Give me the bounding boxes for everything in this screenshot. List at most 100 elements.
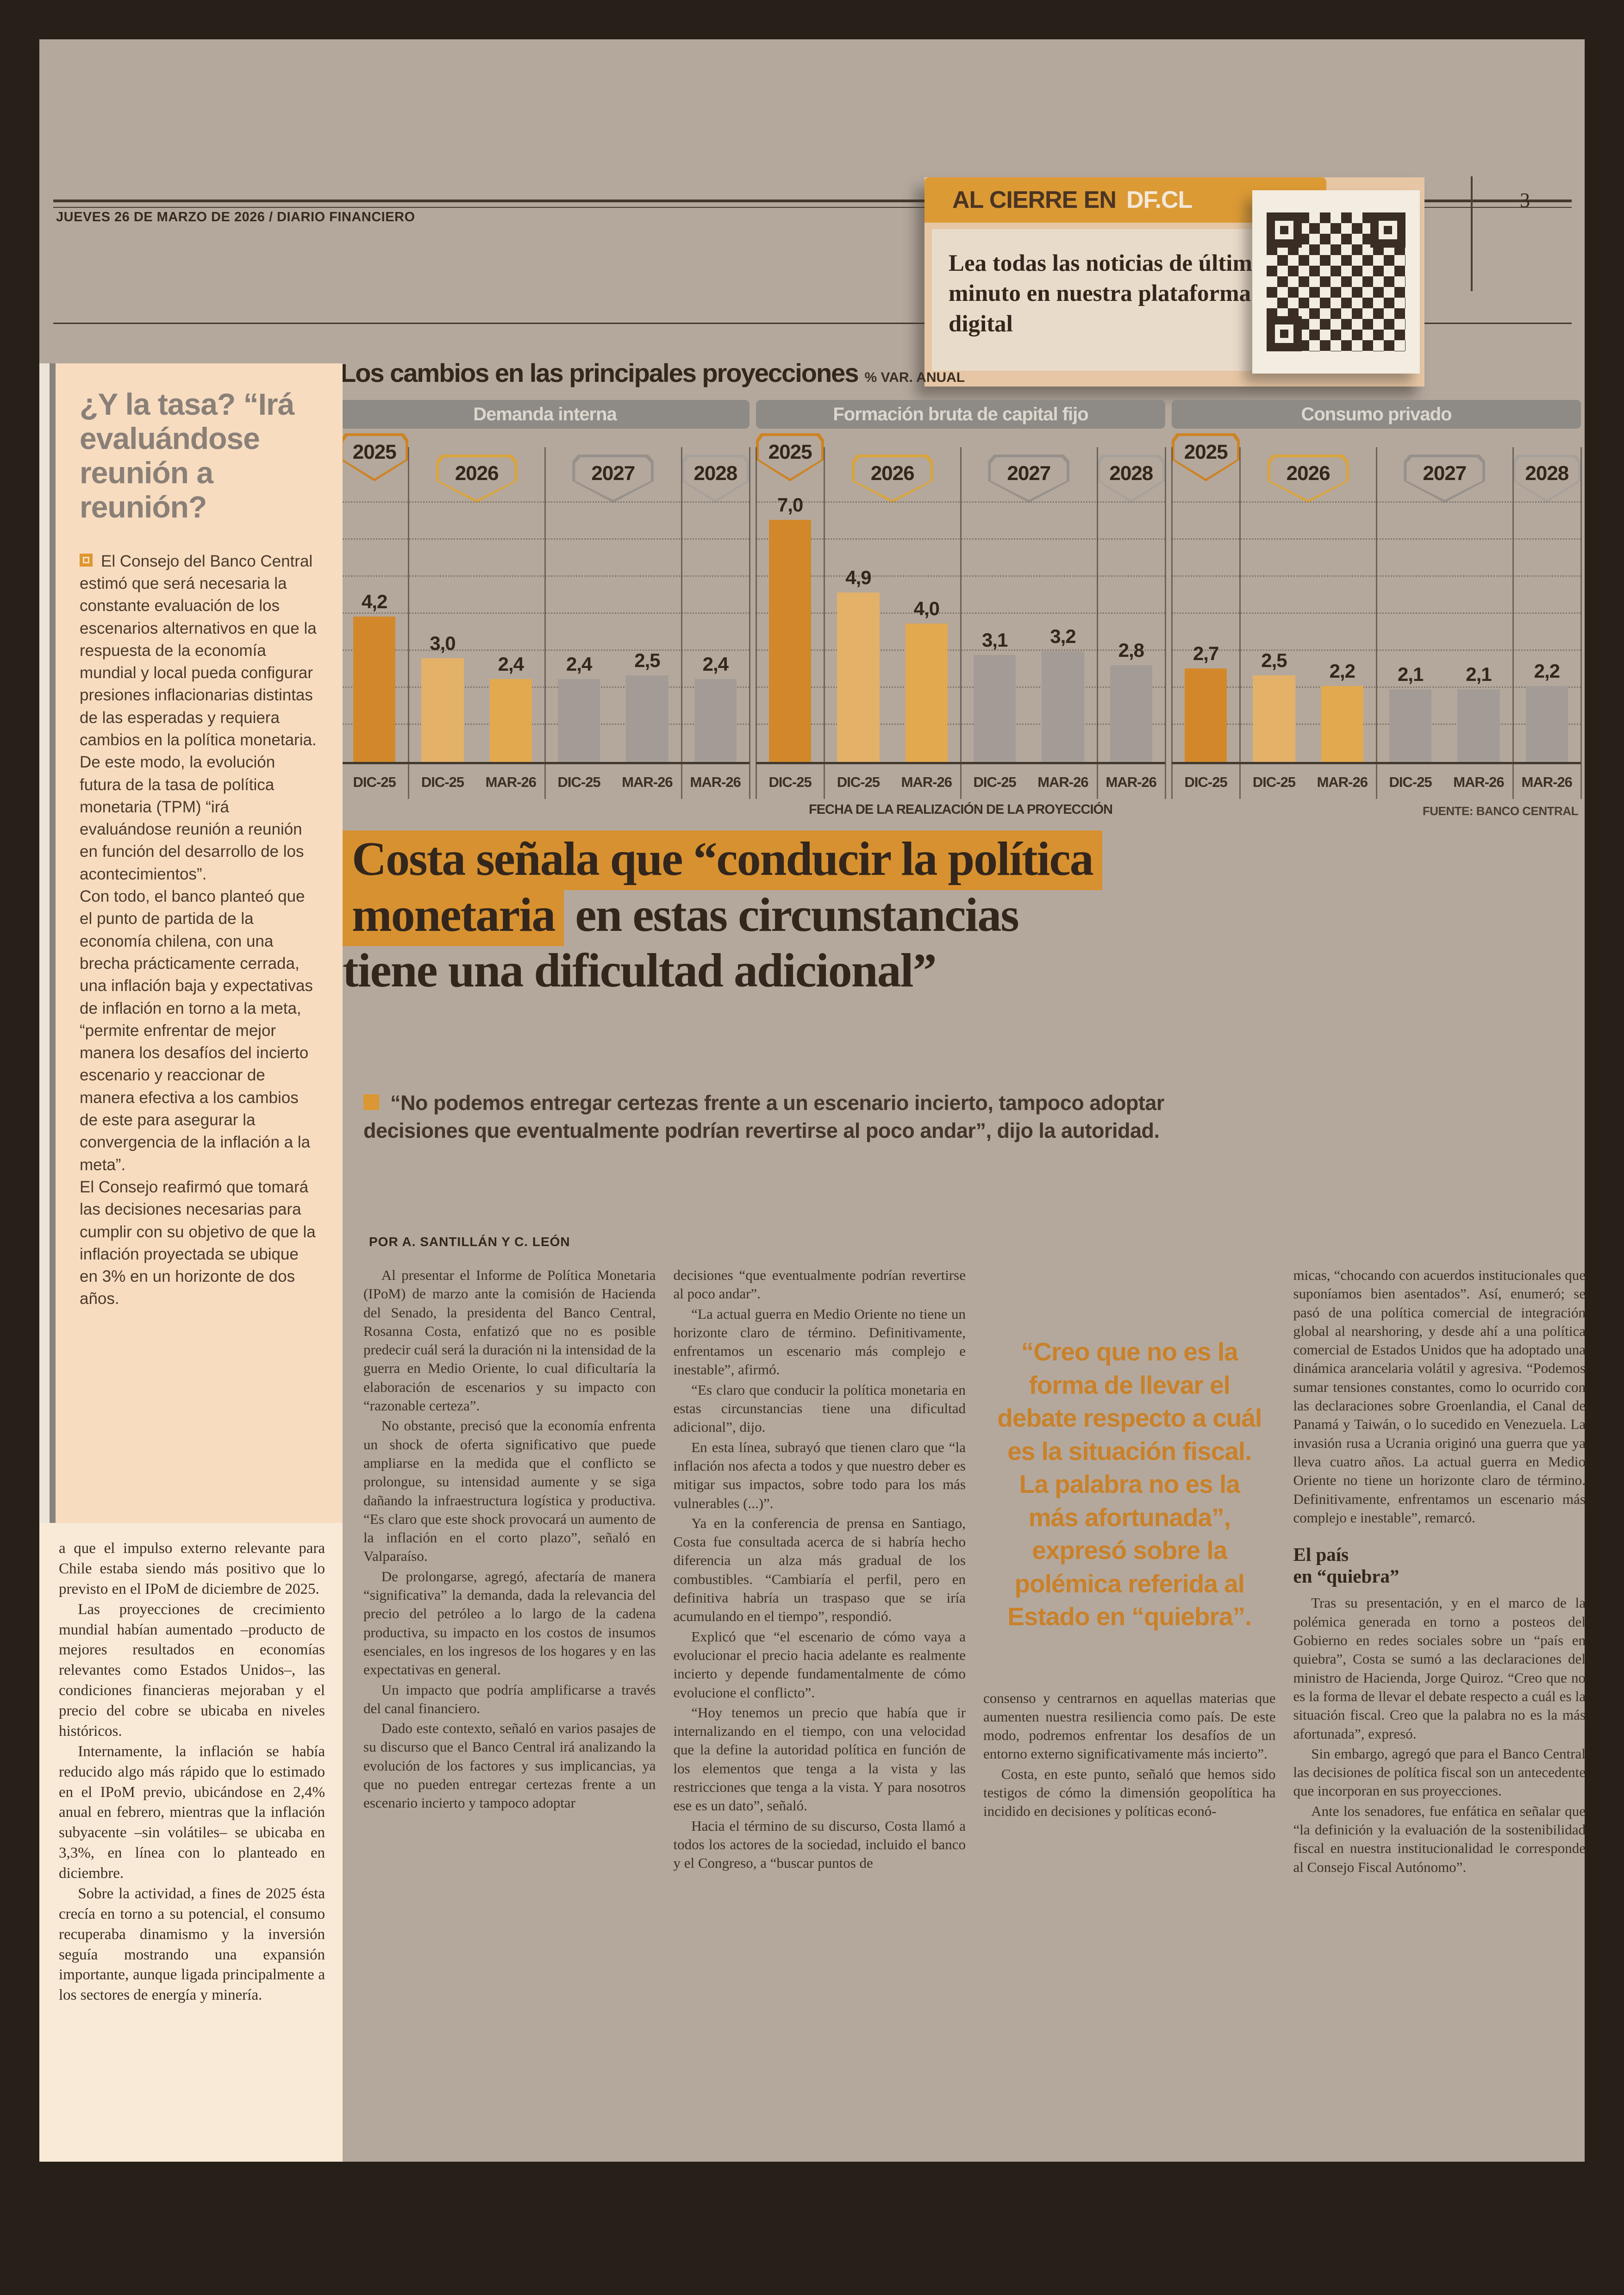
year-section: 2026 xyxy=(824,433,961,503)
bar-slot: 2,4 xyxy=(545,653,613,762)
year-badge: 2026 xyxy=(1267,455,1349,503)
bar xyxy=(1184,668,1227,762)
paragraph: “La actual guerra en Medio Oriente no ti… xyxy=(673,1305,966,1378)
year-badge: 2027 xyxy=(1404,455,1486,503)
bar-slot: 2,8 xyxy=(1097,639,1165,762)
year-badges: 2025 2026 2027 2028 xyxy=(1172,433,1581,503)
headline-plain: tiene una dificultad adicional” xyxy=(343,944,937,998)
year-badge: 2025 xyxy=(756,433,824,481)
header-rule-2 xyxy=(53,323,1572,326)
paragraph: Dado este contexto, señaló en varios pas… xyxy=(363,1720,656,1811)
year-badge-label: 2027 xyxy=(575,457,651,500)
bar-value-label: 2,4 xyxy=(566,653,592,675)
bar-slot: 4,9 xyxy=(824,567,892,762)
section-separator xyxy=(960,447,962,799)
column-4-text-top: micas, “chocando con acuerdos institucio… xyxy=(1293,1266,1586,1527)
year-badge: 2027 xyxy=(572,455,654,503)
section-separator xyxy=(681,447,682,799)
chart-source: FUENTE: BANCO CENTRAL xyxy=(1422,804,1579,818)
x-axis-tick-label: DIC-25 xyxy=(973,774,1016,790)
bar-slot: 2,2 xyxy=(1308,660,1376,762)
paragraph: El Consejo del Banco Central estimó que … xyxy=(80,550,320,752)
left-bottom-text: a que el impulso externo relevante para … xyxy=(59,1539,325,2006)
bar-slot: 3,0 xyxy=(408,632,476,762)
paragraph: micas, “chocando con acuerdos institucio… xyxy=(1293,1267,1586,1526)
headline-line-3: tiene una dificultad adicional” xyxy=(343,943,1583,998)
year-badge-label: 2025 xyxy=(343,436,406,479)
page-number: 3 xyxy=(1520,189,1530,212)
column-3-text: consenso y centrarnos en aquellas materi… xyxy=(983,1689,1276,1821)
paragraph: Internamente, la inflación se había redu… xyxy=(59,1743,325,1882)
bar-slot: 2,4 xyxy=(681,653,750,762)
year-badge-label: 2028 xyxy=(1515,457,1578,500)
article-column-2: decisiones “que eventualmente podrían re… xyxy=(674,1266,966,2122)
chart-group-header: Formación bruta de capital fijo xyxy=(756,400,1165,429)
x-axis-tick-label: DIC-25 xyxy=(421,774,464,790)
year-section: 2025 xyxy=(340,433,409,503)
year-badge-label: 2028 xyxy=(1099,457,1162,500)
subhead-line-2: en “quiebra” xyxy=(1293,1565,1399,1587)
sidebar-body: El Consejo del Banco Central estimó que … xyxy=(80,550,320,1310)
year-section: 2027 xyxy=(961,433,1097,503)
chart-group-header: Demanda interna xyxy=(340,400,750,429)
year-badge: 2025 xyxy=(340,433,409,481)
x-axis-tick-label: DIC-25 xyxy=(557,774,600,790)
x-axis-tick-label: MAR-26 xyxy=(901,774,952,790)
x-axis-tick-label: DIC-25 xyxy=(1252,774,1296,790)
pull-quote-text: “Creo que no es la forma de llevar el de… xyxy=(997,1337,1262,1631)
lede: “No podemos entregar certezas frente a u… xyxy=(363,1089,1243,1145)
sidebar-box: ¿Y la tasa? “Irá evaluándose reunión a r… xyxy=(50,363,343,1523)
bar-slot: 2,2 xyxy=(1513,660,1581,762)
subhead-line-1: El país xyxy=(1293,1544,1349,1565)
bar-slot: 2,5 xyxy=(1240,649,1308,762)
year-badge-label: 2027 xyxy=(991,457,1067,500)
year-badge-label: 2026 xyxy=(1270,457,1346,500)
bar xyxy=(1389,689,1432,762)
chart-group-header: Consumo privado xyxy=(1172,400,1581,429)
left-bottom-column: a que el impulso externo relevante para … xyxy=(39,1523,343,2162)
bar-value-label: 2,5 xyxy=(634,649,660,671)
bar xyxy=(626,675,668,762)
year-badge-label: 2025 xyxy=(1174,436,1237,479)
bar xyxy=(768,520,812,762)
paragraph: De este modo, la evolución futura de la … xyxy=(80,753,304,883)
year-badge: 2027 xyxy=(988,455,1070,503)
bar-value-label: 2,7 xyxy=(1193,642,1219,664)
paragraph: Hacia el término de su discurso, Costa l… xyxy=(673,1817,966,1871)
year-badges: 2025 2026 2027 2028 xyxy=(340,433,750,503)
bar-slot: 3,2 xyxy=(1029,625,1097,762)
bar-value-label: 2,4 xyxy=(702,653,729,675)
year-badge: 2028 xyxy=(1097,455,1165,503)
paragraph: a que el impulso externo relevante para … xyxy=(59,1540,325,1597)
section-separator xyxy=(824,447,825,799)
paragraph: Explicó que “el escenario de cómo vaya a… xyxy=(673,1628,966,1701)
header-rule xyxy=(53,200,1572,208)
section-separator xyxy=(749,447,750,799)
year-badge: 2025 xyxy=(1172,433,1240,481)
paragraph: Un impacto que podría amplificarse a tra… xyxy=(363,1681,656,1716)
chart-panel: Demanda interna 2025 2026 2027 2028 4,2 3,0 2,4… xyxy=(340,400,750,800)
bar xyxy=(694,679,737,762)
year-badge-label: 2025 xyxy=(759,436,822,479)
year-badge-label: 2028 xyxy=(684,457,747,500)
paragraph: De prolongarse, agregó, afectaría de man… xyxy=(363,1568,656,1678)
headline-line-1: Costa señala que “conducir la política xyxy=(343,830,1583,890)
paragraph: consenso y centrarnos en aquellas materi… xyxy=(983,1690,1276,1762)
bar-slot: 2,1 xyxy=(1376,663,1444,762)
year-badge-label: 2026 xyxy=(438,457,515,500)
bar xyxy=(489,679,532,762)
bar-slot: 7,0 xyxy=(756,494,824,762)
bar xyxy=(353,617,396,762)
bar-value-label: 2,5 xyxy=(1261,649,1287,671)
section-separator xyxy=(1165,447,1166,799)
bar-value-label: 4,2 xyxy=(361,591,387,612)
bar-value-label: 2,2 xyxy=(1329,660,1355,682)
x-axis-labels: DIC-25 DIC-25 MAR-26 DIC-25 MAR-26 MAR-26 xyxy=(1172,764,1581,800)
x-axis-tick-label: MAR-26 xyxy=(1521,774,1573,790)
headline-highlight: Costa señala que “conducir la política xyxy=(343,830,1102,890)
section-separator xyxy=(408,447,410,799)
page-canvas: JUEVES 26 DE MARZO DE 2026 / DIARIO FINA… xyxy=(39,39,1586,2162)
bar-value-label: 7,0 xyxy=(777,494,803,516)
bar xyxy=(1525,686,1568,762)
bar-slot: 2,4 xyxy=(477,653,545,762)
